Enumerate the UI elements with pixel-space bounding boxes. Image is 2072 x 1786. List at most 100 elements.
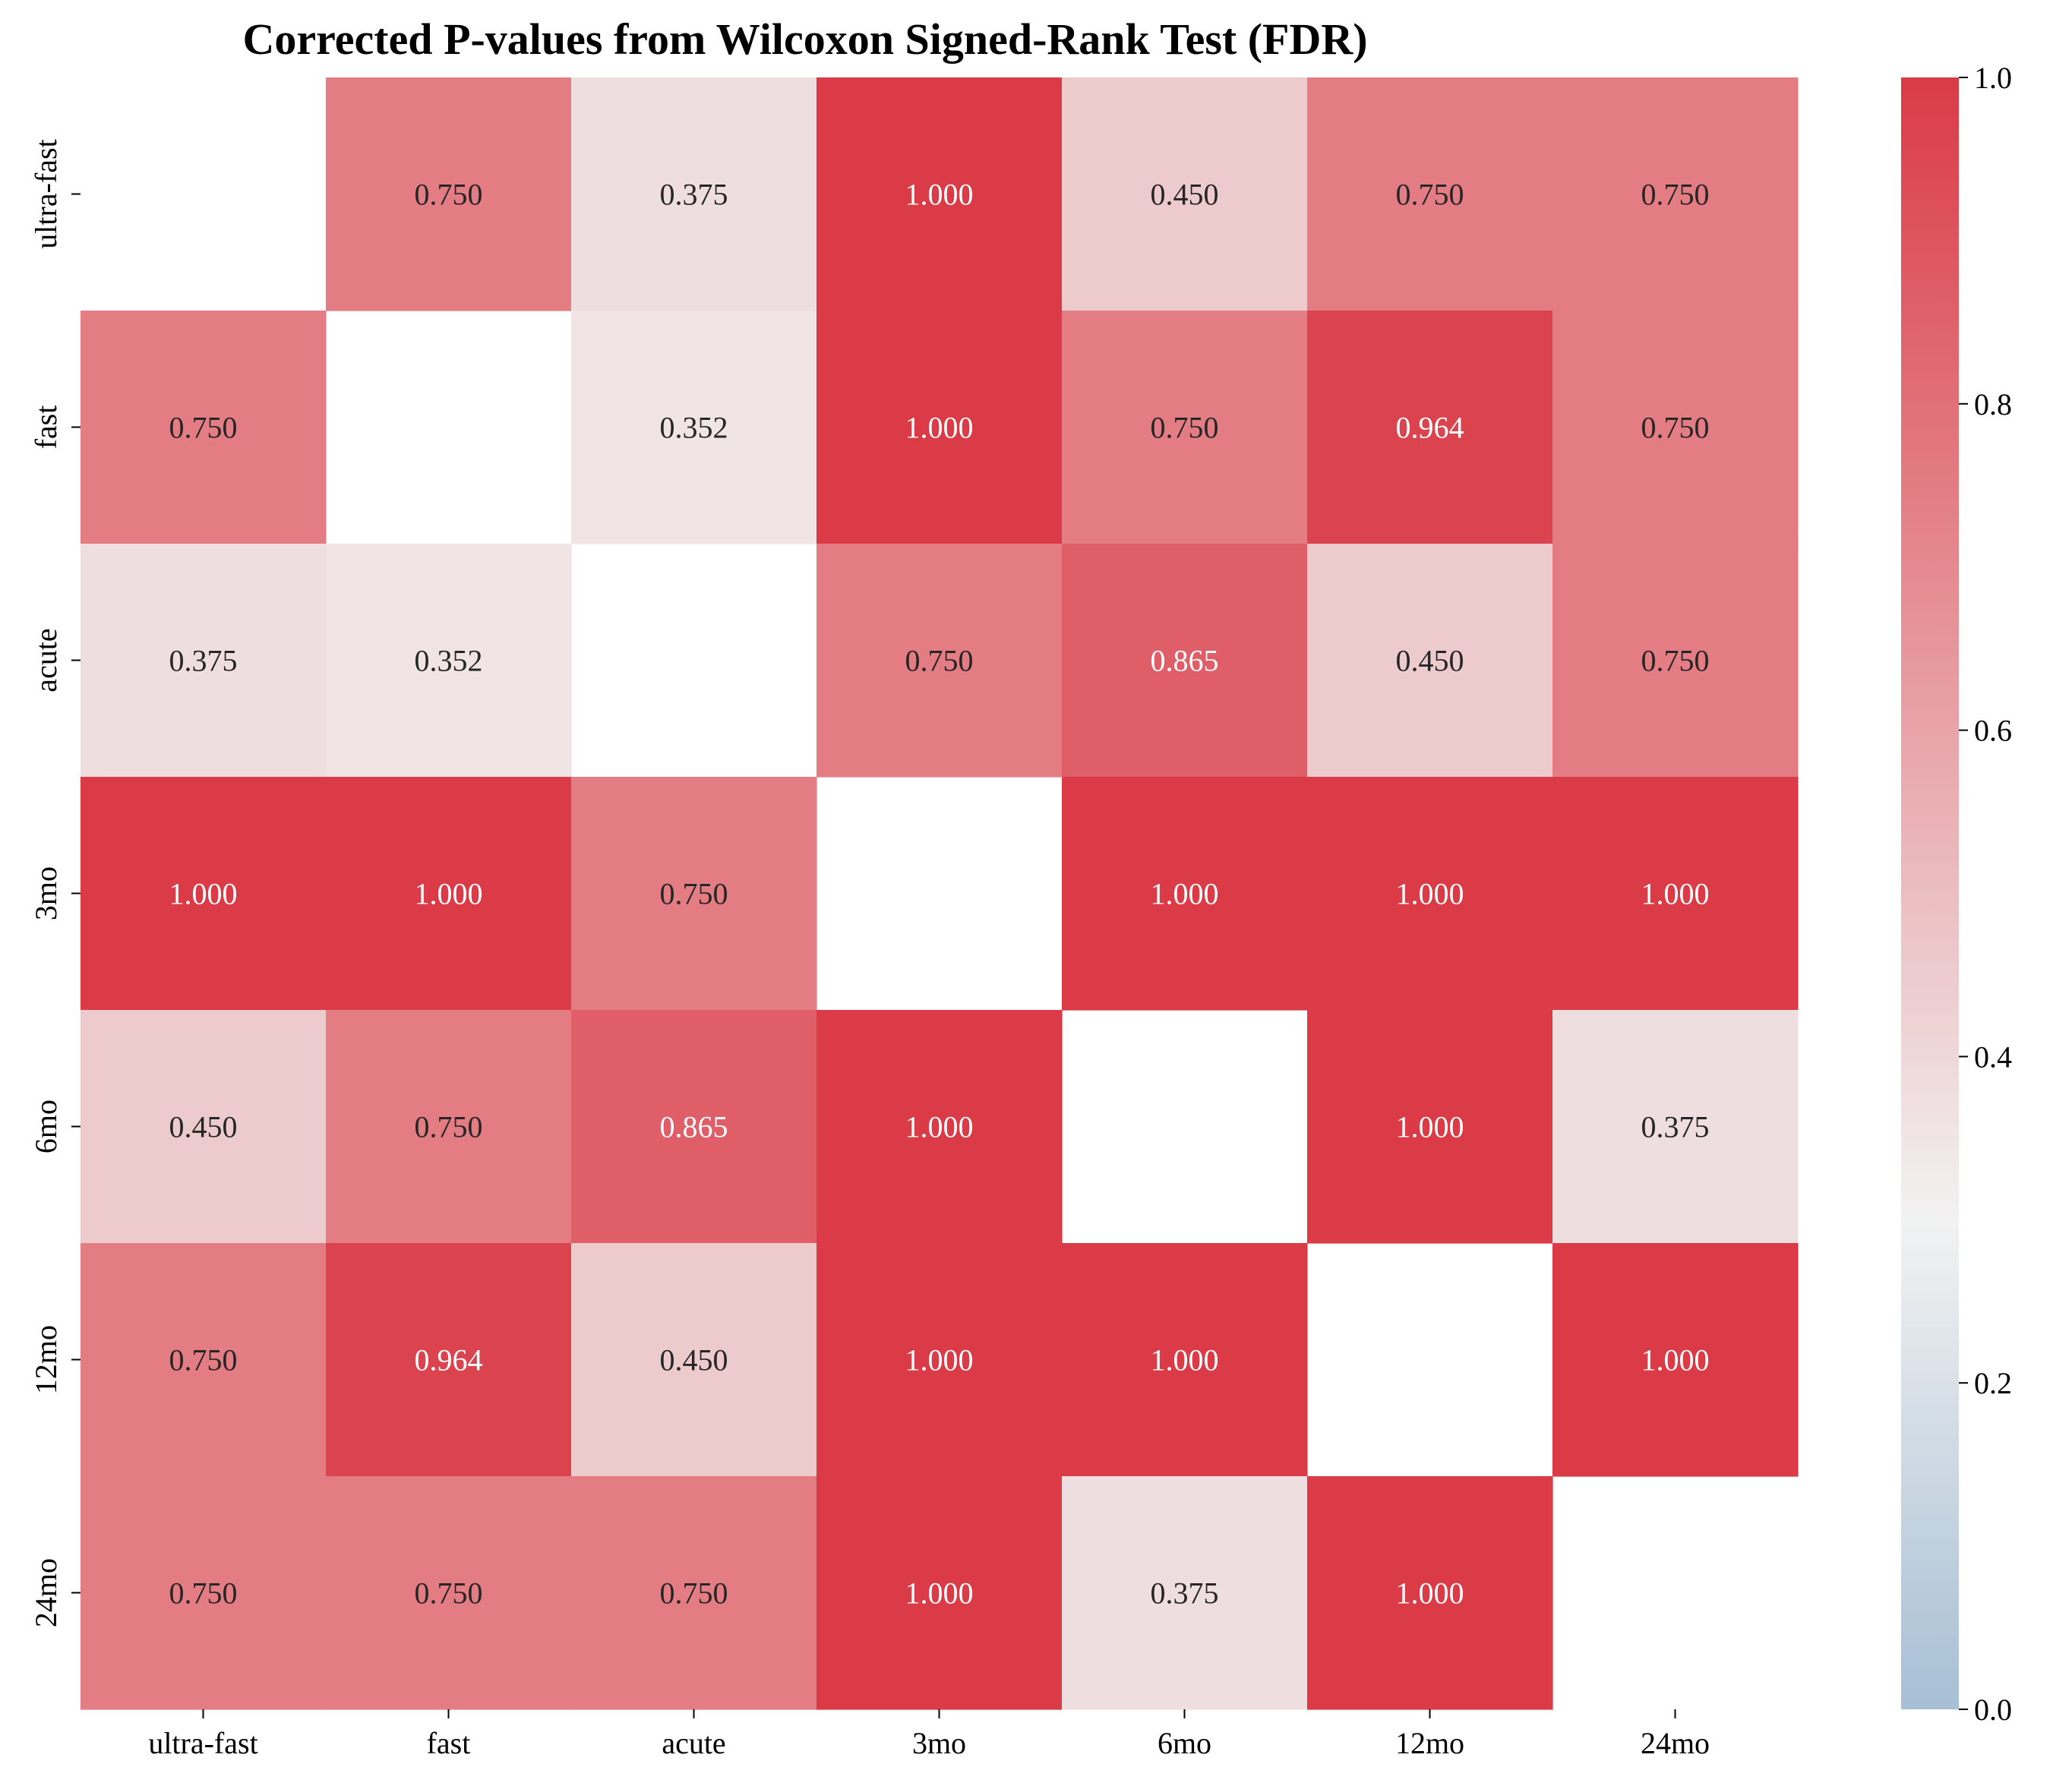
heatmap-cell bbox=[1552, 1010, 1799, 1244]
cell-value-label: 0.964 bbox=[1396, 411, 1464, 445]
cell-value-label: 0.865 bbox=[1151, 644, 1219, 678]
heatmap-cell bbox=[816, 1243, 1063, 1477]
x-tick-label: 6mo bbox=[1158, 1726, 1211, 1760]
heatmap-cell bbox=[1552, 311, 1799, 544]
heatmap-cell bbox=[1307, 777, 1553, 1011]
heatmap-cell bbox=[81, 1010, 327, 1244]
heatmap-cell bbox=[326, 1476, 572, 1710]
chart-title: Corrected P-values from Wilcoxon Signed-… bbox=[242, 14, 1368, 64]
cell-value-label: 0.375 bbox=[1641, 1110, 1710, 1144]
colorbar: 0.0 0.2 0.4 0.6 0.8 1.0 bbox=[1901, 61, 2012, 1727]
x-tick-label: 3mo bbox=[912, 1726, 966, 1760]
heatmap-cell bbox=[1307, 311, 1553, 544]
cell-value-label: 0.375 bbox=[1151, 1576, 1219, 1611]
x-tick-label: 24mo bbox=[1641, 1726, 1710, 1760]
heatmap-cells bbox=[81, 77, 1799, 1710]
y-tick-label: fast bbox=[29, 405, 63, 450]
cell-value-label: 0.750 bbox=[169, 411, 238, 445]
cell-value-label: 1.000 bbox=[1396, 1110, 1464, 1144]
cell-value-label: 0.352 bbox=[415, 644, 483, 678]
heatmap-cell bbox=[1552, 77, 1799, 311]
colorbar-tick-label: 0.4 bbox=[1974, 1040, 2012, 1074]
colorbar-tick-label: 1.0 bbox=[1974, 61, 2012, 95]
heatmap-cell bbox=[1307, 77, 1553, 311]
heatmap-cell bbox=[326, 777, 572, 1011]
cell-value-label: 0.750 bbox=[1641, 644, 1710, 678]
heatmap-cell bbox=[1062, 544, 1308, 778]
heatmap-cell bbox=[326, 544, 572, 778]
heatmap-cell bbox=[81, 1476, 327, 1710]
cell-value-label: 1.000 bbox=[1396, 1576, 1464, 1611]
heatmap-cell bbox=[1062, 777, 1308, 1011]
cell-value-label: 0.750 bbox=[169, 1576, 238, 1611]
heatmap-cell bbox=[571, 77, 817, 311]
cell-value-label: 1.000 bbox=[415, 877, 483, 911]
colorbar-tick-label: 0.2 bbox=[1974, 1366, 2012, 1400]
heatmap-cell bbox=[816, 77, 1063, 311]
cell-value-label: 0.750 bbox=[1641, 178, 1710, 212]
cell-value-label: 0.450 bbox=[1151, 178, 1219, 212]
cell-value-label: 0.750 bbox=[1151, 411, 1219, 445]
heatmap-cell bbox=[1062, 311, 1308, 544]
heatmap-cell bbox=[1062, 1476, 1308, 1710]
cell-value-label: 0.450 bbox=[169, 1110, 238, 1144]
cell-value-label: 1.000 bbox=[169, 877, 238, 911]
cell-value-label: 0.750 bbox=[660, 877, 728, 911]
cell-value-label: 1.000 bbox=[905, 1576, 974, 1611]
heatmap-cell bbox=[816, 1476, 1063, 1710]
y-tick-label: acute bbox=[29, 628, 63, 692]
heatmap-cell bbox=[1552, 544, 1799, 778]
cell-value-label: 0.865 bbox=[660, 1110, 728, 1144]
heatmap-cell bbox=[1307, 544, 1553, 778]
y-tick-label: ultra-fast bbox=[29, 139, 63, 248]
heatmap-cell bbox=[326, 1010, 572, 1244]
x-tick-label: acute bbox=[662, 1726, 725, 1760]
heatmap-cell bbox=[571, 311, 817, 544]
cell-value-label: 0.750 bbox=[1396, 178, 1464, 212]
cell-value-label: 1.000 bbox=[1151, 877, 1219, 911]
colorbar-tick-label: 0.6 bbox=[1974, 714, 2012, 748]
colorbar-tick-label: 0.0 bbox=[1974, 1693, 2012, 1727]
heatmap-cell bbox=[571, 1010, 817, 1244]
heatmap-cell bbox=[1062, 77, 1308, 311]
cell-value-label: 0.750 bbox=[415, 178, 483, 212]
heatmap-cell bbox=[81, 544, 327, 778]
heatmap-cell bbox=[326, 77, 572, 311]
heatmap-cell bbox=[81, 1243, 327, 1477]
heatmap-cell bbox=[1307, 1010, 1553, 1244]
cell-value-label: 0.375 bbox=[169, 644, 238, 678]
heatmap-cell bbox=[81, 777, 327, 1011]
cell-value-label: 0.750 bbox=[415, 1576, 483, 1611]
y-tick-label: 12mo bbox=[29, 1325, 63, 1394]
heatmap-cell bbox=[571, 1476, 817, 1710]
cell-value-label: 0.750 bbox=[660, 1576, 728, 1611]
cell-value-label: 1.000 bbox=[905, 178, 974, 212]
colorbar-tick-label: 0.8 bbox=[1974, 387, 2012, 421]
heatmap-cell bbox=[1307, 1476, 1553, 1710]
cell-value-label: 0.450 bbox=[660, 1343, 728, 1377]
heatmap-cell bbox=[1552, 1243, 1799, 1477]
cell-value-label: 0.450 bbox=[1396, 644, 1464, 678]
x-tick-label: ultra-fast bbox=[148, 1726, 257, 1760]
x-tick-label: fast bbox=[427, 1726, 471, 1760]
cell-value-label: 1.000 bbox=[1396, 877, 1464, 911]
heatmap-cell bbox=[816, 1010, 1063, 1244]
cell-value-label: 1.000 bbox=[1641, 877, 1710, 911]
heatmap-cell bbox=[1552, 777, 1799, 1011]
cell-value-label: 1.000 bbox=[1151, 1343, 1219, 1377]
cell-value-label: 1.000 bbox=[905, 411, 974, 445]
heatmap-cell bbox=[81, 311, 327, 544]
heatmap-cell bbox=[816, 311, 1063, 544]
x-tick-label: 12mo bbox=[1395, 1726, 1464, 1760]
y-tick-label: 24mo bbox=[29, 1558, 63, 1627]
cell-value-label: 0.750 bbox=[169, 1343, 238, 1377]
heatmap-cell bbox=[816, 544, 1063, 778]
cell-value-label: 1.000 bbox=[905, 1110, 974, 1144]
cell-value-label: 0.375 bbox=[660, 178, 728, 212]
y-tick-label: 6mo bbox=[29, 1100, 63, 1153]
heatmap-cell bbox=[571, 777, 817, 1011]
cell-value-label: 0.352 bbox=[660, 411, 728, 445]
y-tick-label: 3mo bbox=[29, 866, 63, 920]
cell-value-label: 0.750 bbox=[1641, 411, 1710, 445]
